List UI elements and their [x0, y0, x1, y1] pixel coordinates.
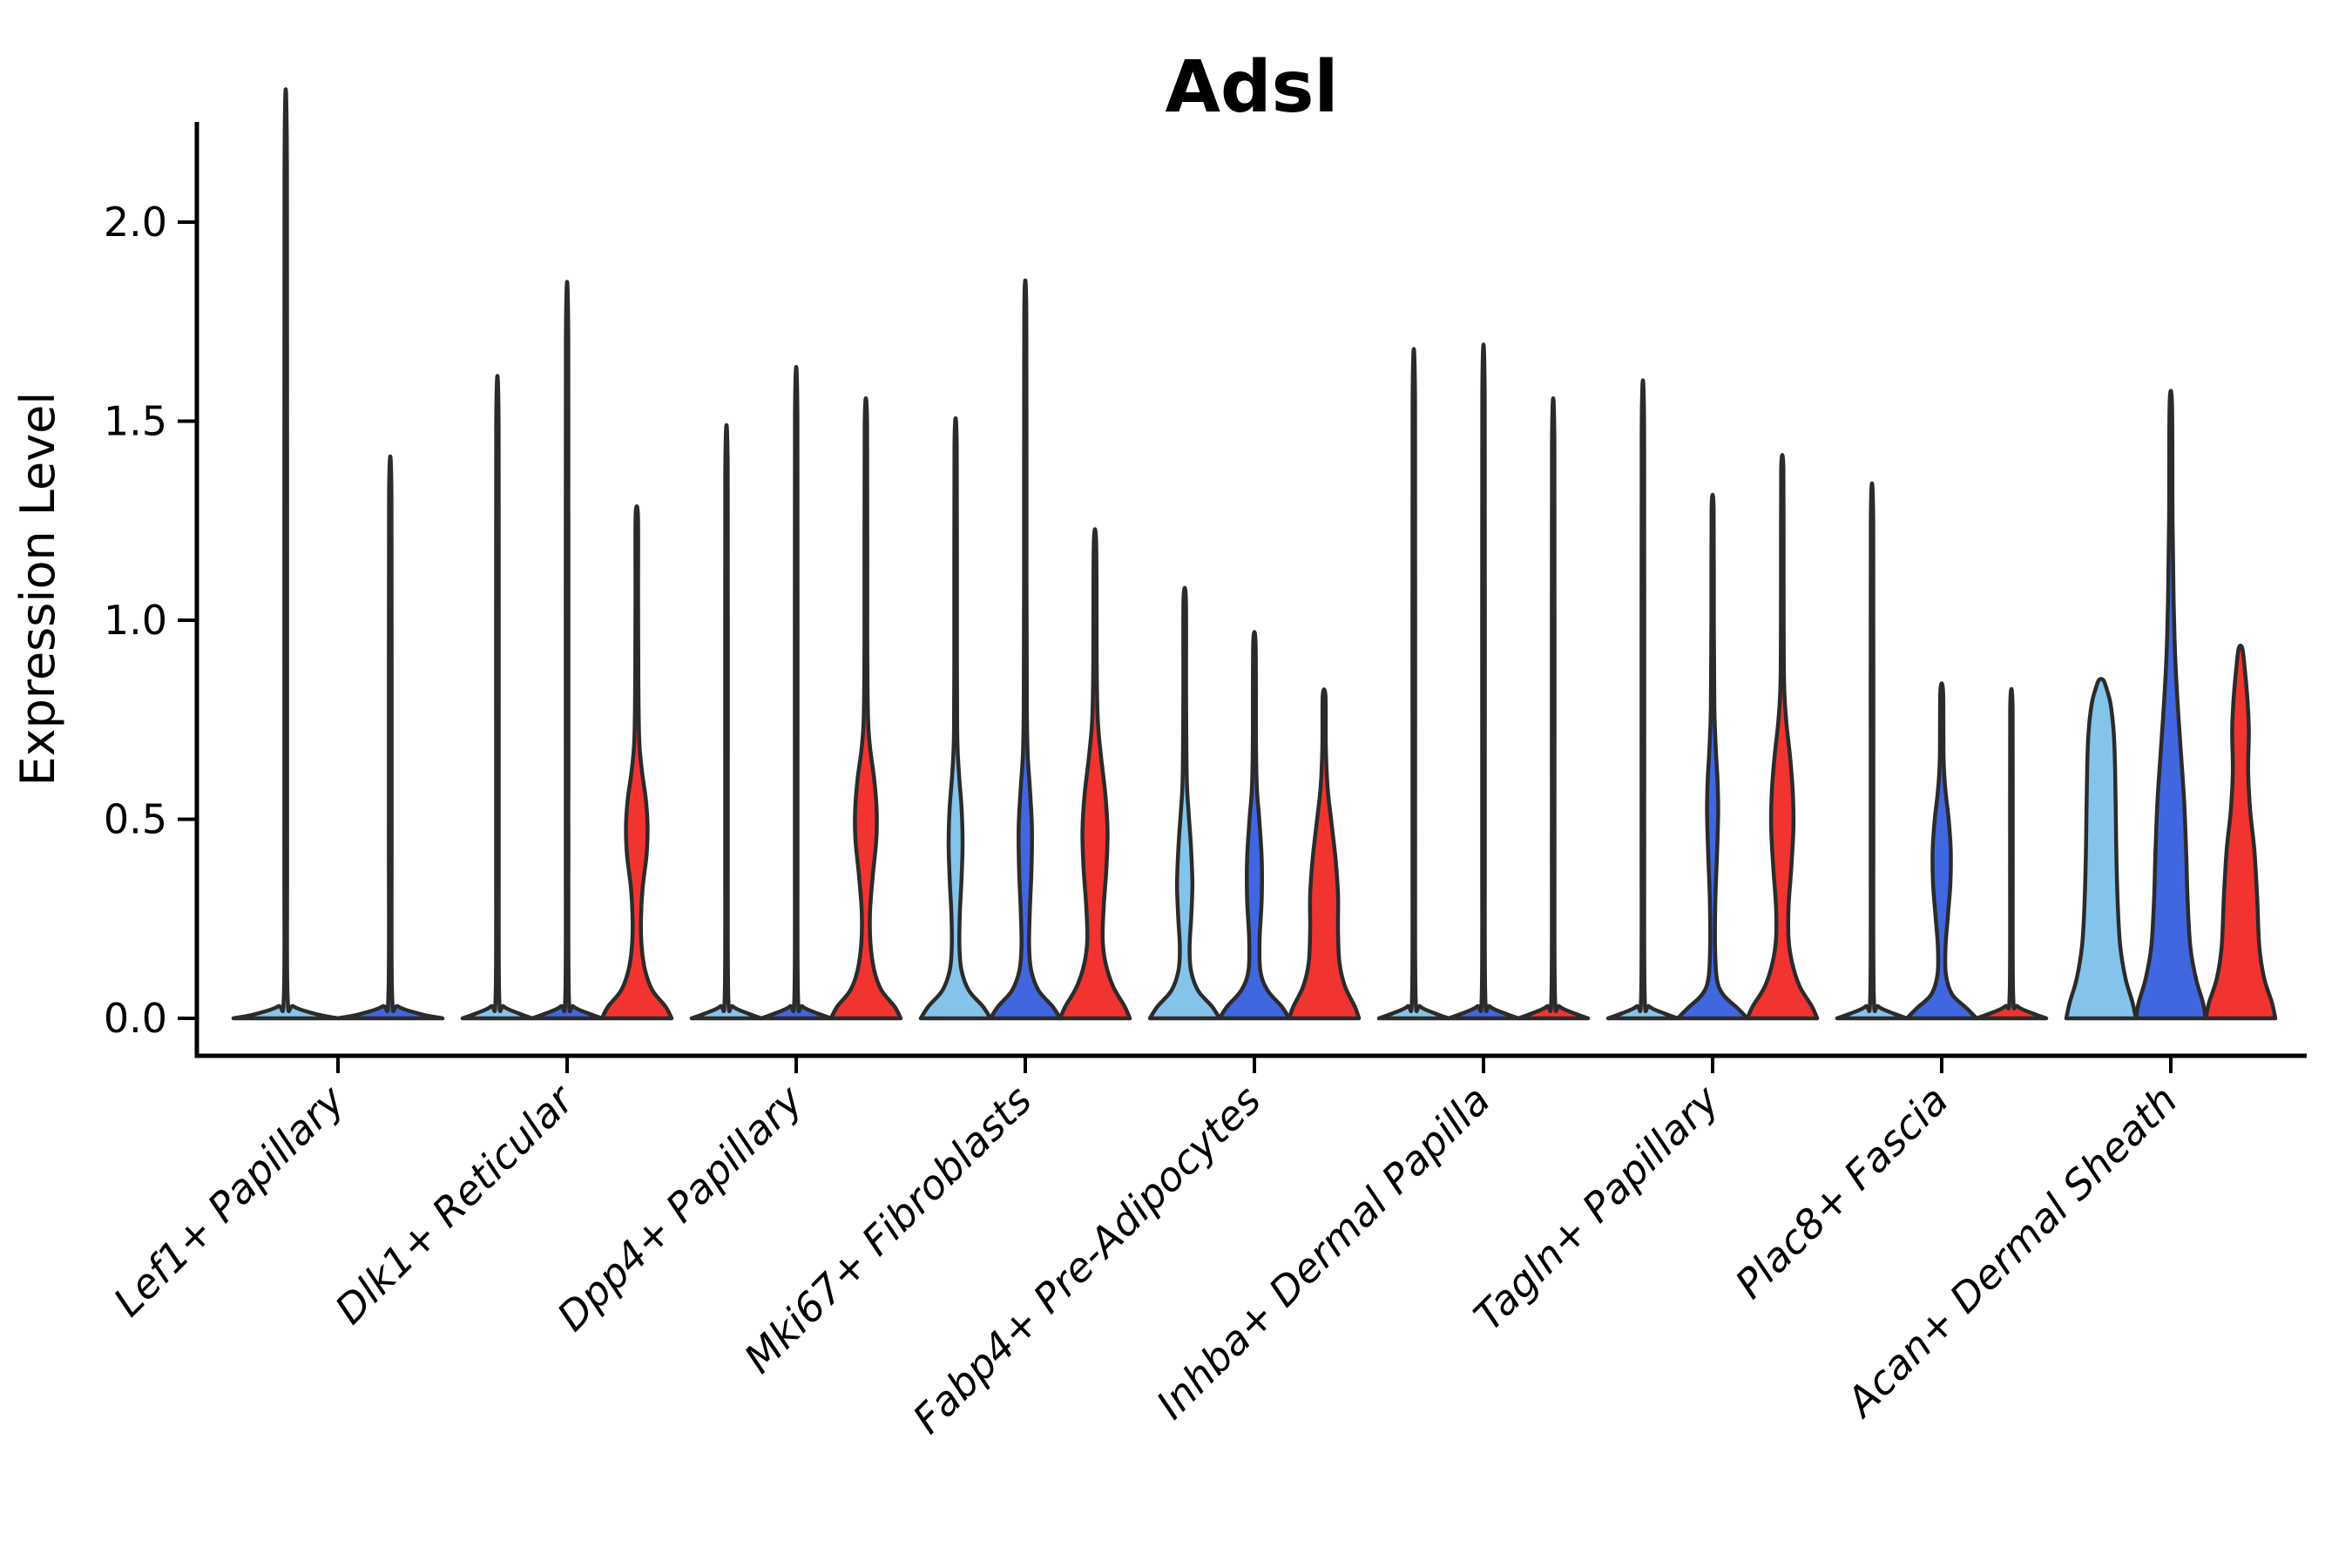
violin-lef1-lightblue [231, 87, 341, 1021]
y-tick-label: 1.5 [104, 398, 167, 445]
violin-dpp4-darkblue [759, 365, 834, 1021]
violin-plac8-red [1974, 686, 2049, 1021]
violin-inhba-darkblue [1446, 342, 1521, 1021]
violin-lef1-darkblue [335, 454, 445, 1021]
violin-dlk1-lightblue [460, 374, 535, 1021]
violin-acan-lightblue [2064, 677, 2139, 1021]
chart-title: Adsl [1165, 46, 1338, 129]
violin-plac8-darkblue [1904, 681, 1979, 1021]
violin-inhba-red [1516, 396, 1591, 1021]
violin-dlk1-darkblue [530, 280, 605, 1021]
violin-inhba-lightblue [1376, 347, 1451, 1021]
violin-tagln-red [1745, 453, 1820, 1021]
violin-dpp4-red [828, 395, 903, 1021]
violins-layer [231, 87, 2278, 1021]
violin-plac8-lightblue [1835, 482, 1909, 1021]
axes-layer [194, 122, 2307, 1058]
x-tick-label-lef1: Lef1+ Papillary [105, 1076, 354, 1325]
violin-acan-darkblue [2133, 389, 2208, 1021]
y-tick-label: 1.0 [104, 597, 167, 644]
violin-tagln-lightblue [1605, 378, 1680, 1021]
violin-tagln-darkblue [1675, 492, 1750, 1021]
violin-mki67-darkblue [988, 278, 1063, 1021]
y-axis-ticks: 0.0 0.5 1.0 1.5 2.0 [104, 199, 197, 1042]
x-tick-label-dpp4: Dpp4+ Papillary [548, 1076, 812, 1340]
x-tick-label-dlk1: Dlk1+ Reticular [326, 1074, 585, 1333]
y-tick-label: 0.5 [104, 796, 167, 843]
violin-dlk1-red [599, 504, 674, 1021]
violin-dpp4-lightblue [689, 422, 764, 1021]
violin-mki67-lightblue [918, 416, 993, 1021]
violin-mki67-red [1058, 527, 1132, 1021]
x-tick-label-plac8: Plac8+ Fascia [1726, 1077, 1957, 1308]
violin-fabp4-darkblue [1217, 630, 1292, 1021]
x-tick-label-tagln: Tagln+ Papillary [1464, 1076, 1728, 1340]
y-tick-label: 2.0 [104, 199, 167, 246]
y-axis-label: Expression Level [10, 392, 65, 787]
y-tick-label: 0.0 [104, 995, 167, 1042]
violin-fabp4-red [1287, 687, 1362, 1021]
violin-acan-red [2203, 644, 2278, 1021]
violin-fabp4-lightblue [1147, 585, 1222, 1021]
